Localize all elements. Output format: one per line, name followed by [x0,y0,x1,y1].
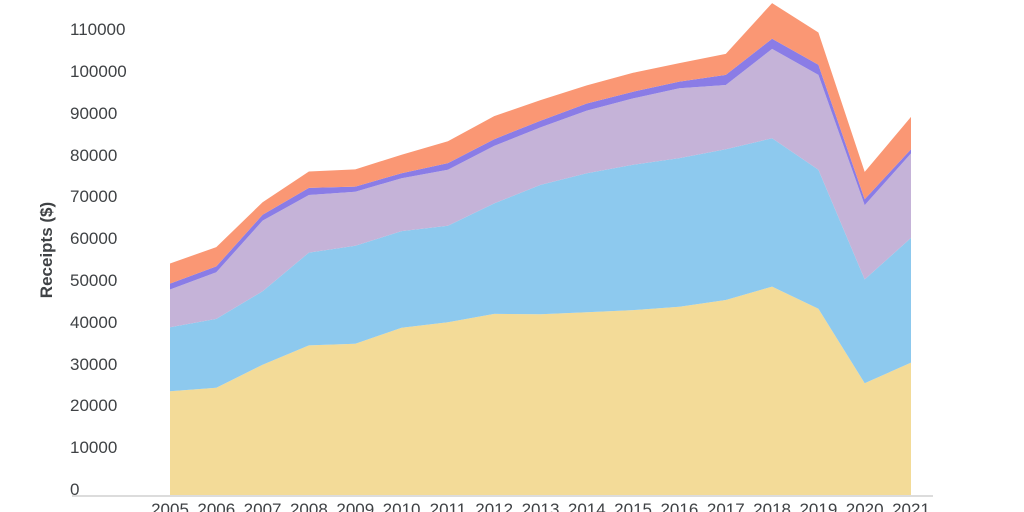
x-tick-label: 2005 [151,500,189,512]
x-tick-label: 2006 [197,500,236,512]
area-series-orange-band [170,3,911,284]
y-tick-label: 110000 [70,20,126,40]
x-tick-label: 2014 [567,500,606,512]
y-tick-label: 100000 [70,62,127,81]
x-tick-label: 2016 [660,500,699,512]
x-axis-line [72,495,933,497]
area-series-lavender-band [170,48,911,328]
x-tick-label: 2011 [429,500,467,512]
x-tick-label: 2017 [706,500,745,512]
y-tick-label: 60000 [70,229,118,249]
y-tick-label: 90000 [70,103,118,123]
area-series-blue-band [170,138,911,392]
x-tick-label: 2018 [753,500,792,512]
area-series-yellow-band [170,286,911,497]
y-tick-label: 80000 [70,145,118,165]
y-tick-label: 20000 [70,396,118,416]
y-tick-label: 0 [70,480,80,499]
x-tick-label: 2008 [289,500,328,512]
y-tick-label: 70000 [70,187,118,207]
x-tick-label: 2015 [614,500,653,512]
x-tick-label: 2009 [336,500,375,512]
x-tick-label: 2020 [845,500,884,512]
x-tick-label: 2007 [243,500,282,512]
y-tick-label: 30000 [70,354,118,374]
x-tick-label: 2021 [892,500,930,512]
x-tick-label: 2010 [382,500,421,512]
y-tick-label: 50000 [70,271,118,290]
y-axis-title: Receipts ($) [37,201,56,299]
y-tick-label: 40000 [70,312,118,332]
x-tick-label: 2012 [475,500,514,512]
x-tick-label: 2019 [799,500,838,512]
y-tick-label: 10000 [70,438,118,458]
x-tick-label: 2013 [521,500,560,512]
